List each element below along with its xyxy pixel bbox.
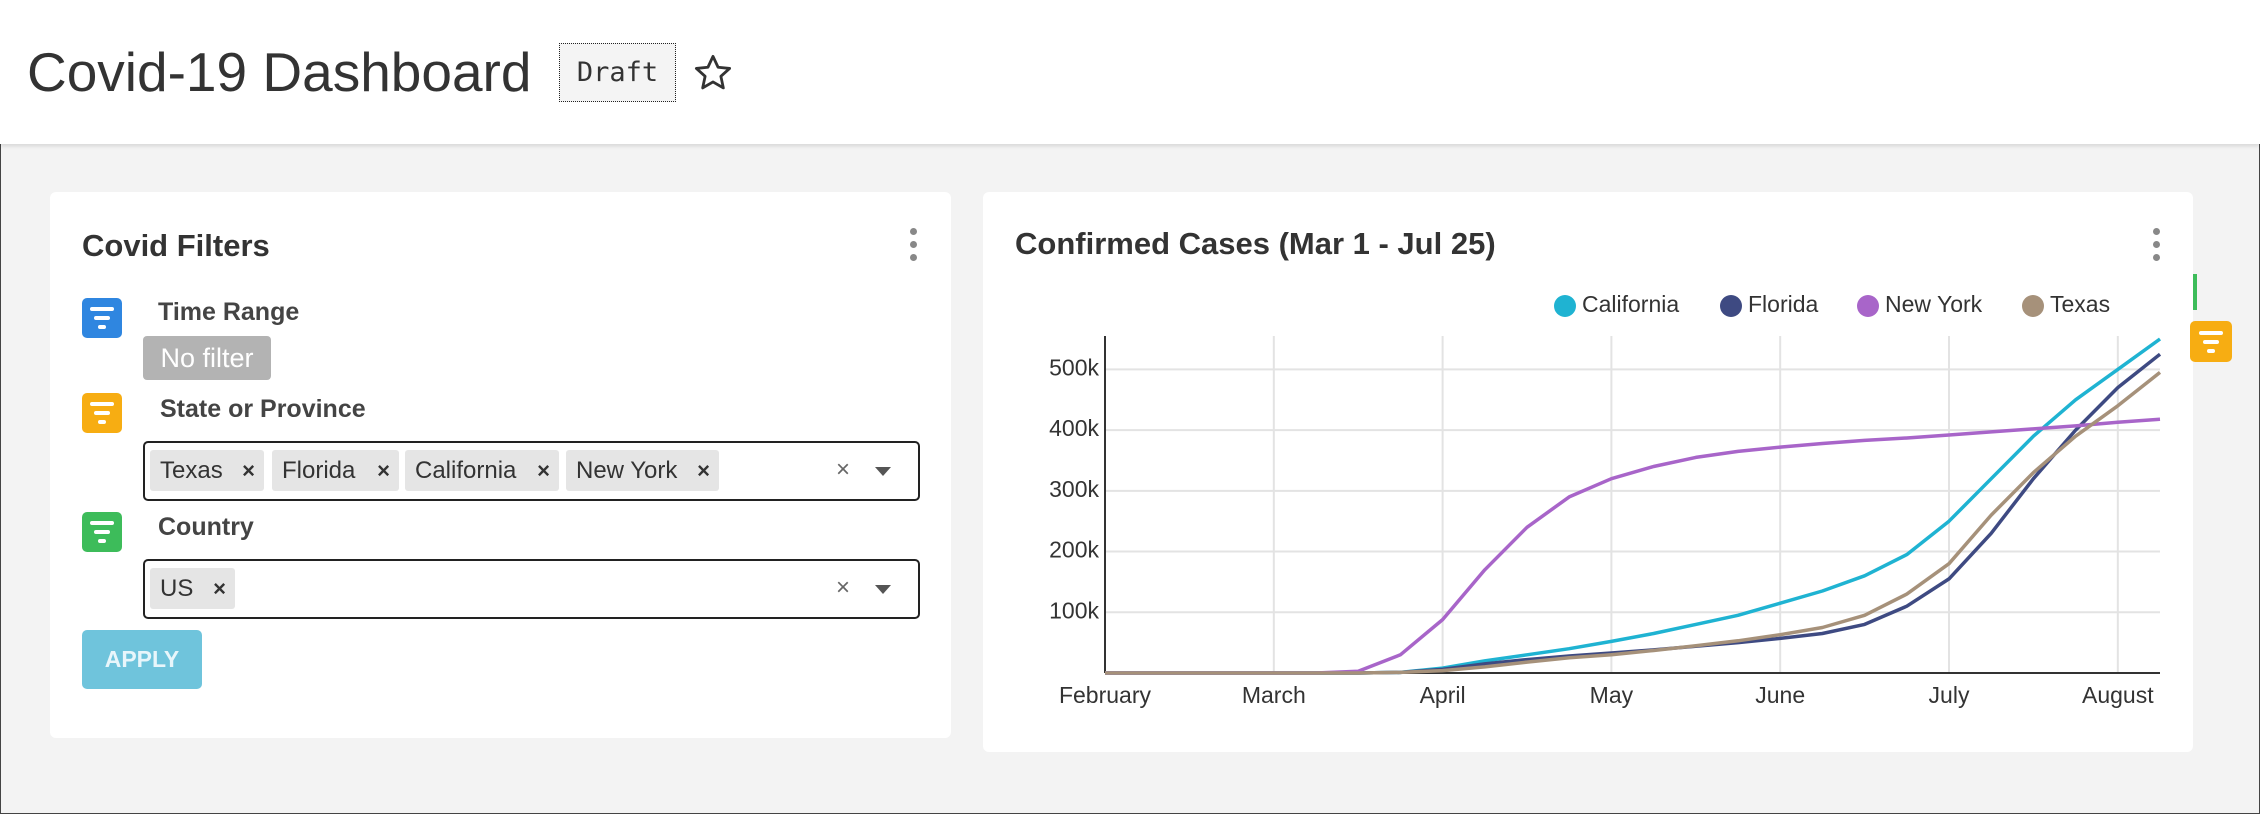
chip[interactable]: US × bbox=[150, 568, 235, 609]
country-select[interactable]: US × × bbox=[143, 559, 920, 619]
x-tick-label: July bbox=[1929, 682, 1970, 708]
legend-marker bbox=[1857, 295, 1879, 317]
filter-icon bbox=[82, 512, 122, 552]
legend-label: Texas bbox=[2050, 291, 2110, 317]
chart-panel bbox=[983, 192, 2193, 752]
dropdown-caret[interactable] bbox=[875, 585, 891, 594]
apply-button[interactable]: APPLY bbox=[82, 630, 202, 689]
x-tick-label: August bbox=[2082, 682, 2154, 708]
filter-icon bbox=[82, 393, 122, 433]
panel-title: Covid Filters bbox=[82, 228, 270, 263]
header: Covid-19 Dashboard Draft bbox=[0, 0, 2260, 144]
series-line bbox=[1105, 371, 2162, 675]
x-tick-label: April bbox=[1420, 682, 1466, 708]
legend-label: New York bbox=[1885, 291, 1983, 317]
chip-text: US bbox=[160, 575, 194, 602]
series-line bbox=[1105, 352, 2162, 675]
x-tick-label: February bbox=[1059, 682, 1152, 708]
y-tick-label: 200k bbox=[1049, 537, 1099, 563]
filter-label: State or Province bbox=[160, 395, 366, 423]
chart-title: Confirmed Cases (Mar 1 - Jul 25) bbox=[1015, 226, 1496, 261]
y-tick-label: 300k bbox=[1049, 476, 1099, 502]
y-tick-label: 100k bbox=[1049, 597, 1099, 623]
dropdown-caret[interactable] bbox=[875, 467, 891, 476]
y-tick-label: 500k bbox=[1049, 354, 1099, 380]
chip[interactable]: Florida × bbox=[272, 450, 399, 491]
side-tab bbox=[2193, 274, 2197, 310]
chip-text: California bbox=[415, 457, 517, 484]
legend-marker bbox=[1720, 295, 1742, 317]
menu-button[interactable] bbox=[910, 228, 918, 267]
legend-label: California bbox=[1582, 291, 1679, 317]
dashboard-title: Covid-19 Dashboard bbox=[27, 41, 532, 103]
filter-label: Country bbox=[158, 513, 254, 541]
chip-text: Texas bbox=[160, 457, 223, 484]
legend-marker bbox=[2022, 295, 2044, 317]
chip-text: New York bbox=[576, 457, 678, 484]
clear-button[interactable]: × bbox=[836, 456, 851, 483]
time-range-button[interactable]: No filter bbox=[143, 336, 271, 380]
state-select[interactable]: Texas × Florida × California × New York × × bbox=[143, 441, 920, 501]
chip[interactable]: Texas × bbox=[150, 450, 264, 491]
x-tick-label: June bbox=[1755, 682, 1805, 708]
x-tick-label: March bbox=[1242, 682, 1306, 708]
menu-button[interactable] bbox=[2153, 228, 2161, 267]
clear-button[interactable]: × bbox=[836, 574, 851, 601]
draft-badge[interactable]: Draft bbox=[559, 43, 676, 102]
legend-marker bbox=[1554, 295, 1576, 317]
favorite-star[interactable] bbox=[692, 52, 734, 94]
filter-icon bbox=[82, 298, 122, 338]
filter-indicator[interactable] bbox=[2190, 321, 2232, 362]
chip-text: Florida bbox=[282, 457, 356, 484]
y-tick-label: 400k bbox=[1049, 415, 1099, 441]
x-tick-label: May bbox=[1590, 682, 1634, 708]
filter-label: Time Range bbox=[158, 298, 300, 326]
series-line bbox=[1105, 417, 2161, 675]
legend-label: Florida bbox=[1748, 291, 1819, 317]
chip[interactable]: New York × bbox=[566, 450, 719, 491]
chip[interactable]: California × bbox=[405, 450, 559, 491]
